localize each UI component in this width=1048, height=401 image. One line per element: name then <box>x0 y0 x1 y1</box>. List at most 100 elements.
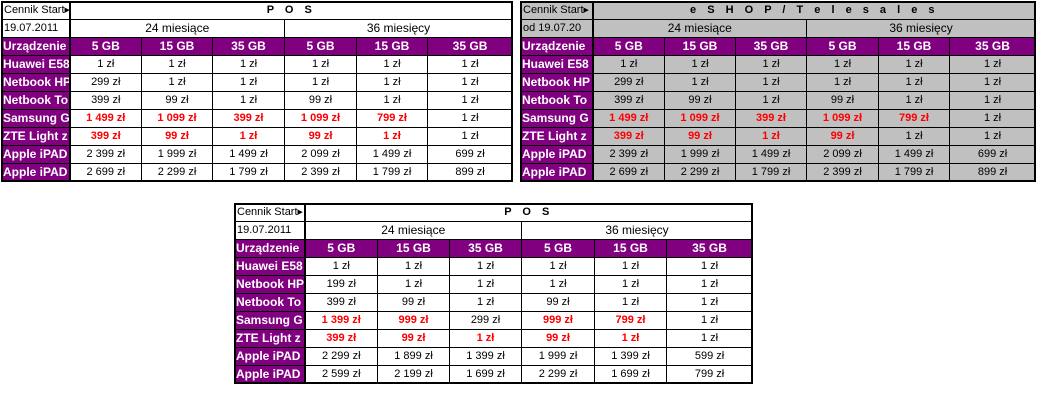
price-cell: 1 zł <box>806 55 879 74</box>
plan-header: 15 GB <box>664 37 736 56</box>
device-name: Samsung G <box>234 311 305 330</box>
plan-header: 5 GB <box>284 37 357 56</box>
price-cell: 1 zł <box>449 275 522 294</box>
price-cell: 899 zł <box>948 163 1037 182</box>
price-cell: 99 zł <box>806 91 879 110</box>
device-name: Apple iPAD <box>1 145 70 164</box>
table-row: Netbook To 399 zł 99 zł 1 zł 99 zł 1 zł 1 zł <box>234 293 754 312</box>
price-cell: 1 zł <box>665 257 754 276</box>
price-list-date: 19.07.2011 <box>1 19 70 38</box>
device-name: Huawei E58 <box>234 257 305 276</box>
price-cell: 1 zł <box>594 275 667 294</box>
period-24-header: 24 miesiące <box>303 221 522 240</box>
price-cell: 999 zł <box>521 311 595 330</box>
price-cell: 1 099 zł <box>141 109 213 128</box>
price-cell: 2 299 zł <box>303 347 378 366</box>
device-name: Apple iPAD <box>234 347 305 366</box>
plan-header: 15 GB <box>377 239 450 258</box>
price-cell: 699 zł <box>948 145 1037 164</box>
price-cell: 399 zł <box>212 109 285 128</box>
price-list-label: Cennik Start▶ <box>234 203 305 222</box>
price-cell: 1 zł <box>212 55 285 74</box>
price-cell: 399 zł <box>68 127 142 146</box>
price-cell: 1 499 zł <box>212 145 285 164</box>
table-row: Huawei E58 1 zł 1 zł 1 zł 1 zł 1 zł 1 zł <box>520 55 1037 74</box>
price-cell: 1 zł <box>664 73 736 92</box>
price-cell: 1 499 zł <box>735 145 807 164</box>
price-cell: 1 zł <box>735 55 807 74</box>
plan-header: 35 GB <box>735 37 807 56</box>
price-cell: 1 zł <box>594 329 667 348</box>
price-cell: 1 499 zł <box>878 145 950 164</box>
device-name: Netbook HP <box>234 275 305 294</box>
price-cell: 1 zł <box>878 73 950 92</box>
price-cell: 1 zł <box>948 73 1037 92</box>
price-cell: 2 399 zł <box>284 163 357 182</box>
price-cell: 1 499 zł <box>591 109 665 128</box>
price-cell: 1 zł <box>594 293 667 312</box>
device-column-header: Urządzenie <box>234 239 305 258</box>
price-cell: 1 zł <box>426 127 514 146</box>
price-cell: 2 399 zł <box>591 145 665 164</box>
plan-header: 35 GB <box>449 239 522 258</box>
price-cell: 2 099 zł <box>806 145 879 164</box>
price-cell: 2 399 zł <box>806 163 879 182</box>
plan-header: 15 GB <box>141 37 213 56</box>
price-cell: 399 zł <box>68 91 142 110</box>
table-row: Apple iPAD 2 399 zł 1 999 zł 1 499 zł 2 099 … <box>1 145 514 164</box>
price-cell: 1 zł <box>878 91 950 110</box>
price-cell: 99 zł <box>521 329 595 348</box>
price-cell: 2 099 zł <box>284 145 357 164</box>
plan-header: 35 GB <box>212 37 285 56</box>
period-24-header: 24 miesiące <box>68 19 285 38</box>
price-cell: 1 799 zł <box>356 163 428 182</box>
price-cell: 2 199 zł <box>377 365 450 384</box>
table-row: Netbook To 399 zł 99 zł 1 zł 99 zł 1 zł 1 zł <box>1 91 514 110</box>
table-row: ZTE Light z 399 zł 99 zł 1 zł 99 zł 1 zł 1 zł <box>520 127 1037 146</box>
price-cell: 1 zł <box>948 127 1037 146</box>
cell-overflow-arrow-icon: ▶ <box>297 209 303 216</box>
price-list-label: Cennik Start▶ <box>1 1 70 20</box>
price-list-date: od 19.07.20 <box>520 19 593 38</box>
cell-overflow-arrow-icon: ▶ <box>64 7 70 14</box>
price-cell: 1 zł <box>665 293 754 312</box>
price-cell: 699 zł <box>426 145 514 164</box>
table-row: Apple iPAD 2 699 zł 2 299 zł 1 799 zł 2 399 … <box>520 163 1037 182</box>
price-cell: 1 zł <box>665 311 754 330</box>
device-name: Apple iPAD <box>1 163 70 182</box>
price-cell: 299 zł <box>449 311 522 330</box>
price-cell: 1 799 zł <box>735 163 807 182</box>
price-cell: 799 zł <box>356 109 428 128</box>
table-title: e S H O P / T e l e s a l e s <box>591 1 1037 20</box>
price-cell: 1 099 zł <box>664 109 736 128</box>
price-cell: 1 999 zł <box>521 347 595 366</box>
price-cell: 1 099 zł <box>806 109 879 128</box>
price-table-pos-bottom: Cennik Start▶ P O S 19.07.2011 24 miesią… <box>234 203 754 384</box>
price-cell: 1 499 zł <box>356 145 428 164</box>
price-cell: 399 zł <box>303 293 378 312</box>
table-row: Apple iPAD 2 699 zł 2 299 zł 1 799 zł 2 399 … <box>1 163 514 182</box>
plan-header: 35 GB <box>426 37 514 56</box>
price-cell: 1 zł <box>878 55 950 74</box>
cell-overflow-arrow-icon: ▶ <box>583 7 589 14</box>
device-name: Netbook To <box>1 91 70 110</box>
table-row: Apple iPAD 2 299 zł 1 899 zł 1 399 zł 1 999 … <box>234 347 754 366</box>
device-name: Netbook To <box>520 91 593 110</box>
table-row: ZTE Light z 399 zł 99 zł 1 zł 99 zł 1 zł 1 zł <box>234 329 754 348</box>
price-cell: 1 zł <box>303 257 378 276</box>
price-cell: 99 zł <box>377 293 450 312</box>
device-name: Apple iPAD <box>520 163 593 182</box>
price-cell: 1 zł <box>426 91 514 110</box>
price-table-eshop: Cennik Start▶ e S H O P / T e l e s a l … <box>520 1 1037 182</box>
price-cell: 1 zł <box>735 91 807 110</box>
price-cell: 1 699 zł <box>449 365 522 384</box>
device-name: Samsung G <box>520 109 593 128</box>
price-cell: 1 099 zł <box>284 109 357 128</box>
table-row: Huawei E58 1 zł 1 zł 1 zł 1 zł 1 zł 1 zł <box>234 257 754 276</box>
price-cell: 1 zł <box>665 275 754 294</box>
price-cell: 1 zł <box>426 73 514 92</box>
price-cell: 1 zł <box>948 55 1037 74</box>
